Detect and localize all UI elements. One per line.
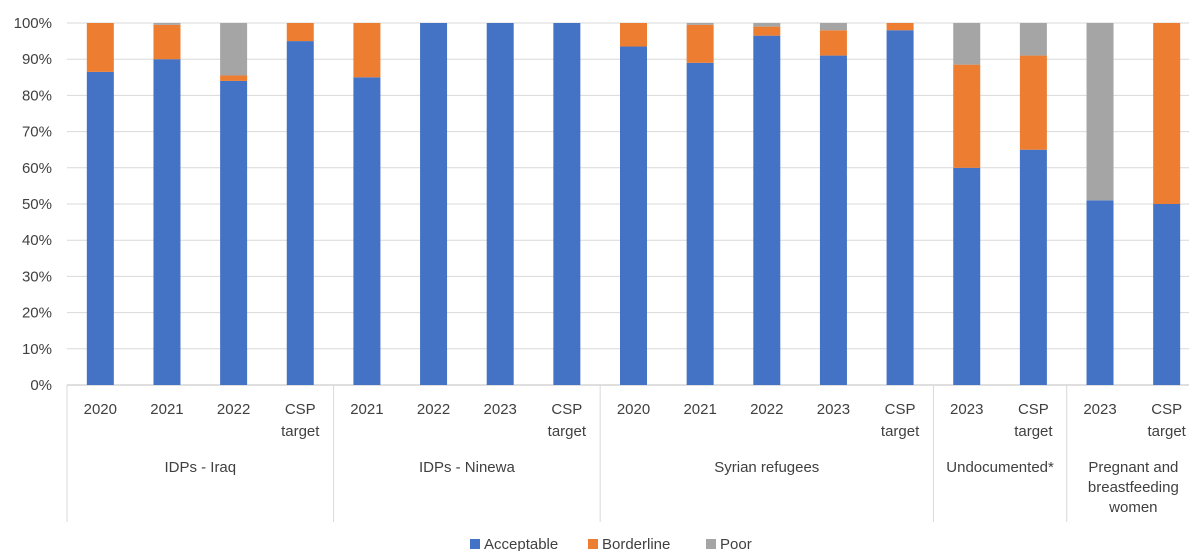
legend-swatch-poor [706, 539, 716, 549]
x-tick-label: CSP target [281, 401, 320, 440]
bar-acceptable [1019, 149, 1047, 385]
y-tick-label: 70% [22, 124, 52, 141]
bar-acceptable [153, 59, 181, 385]
y-tick-label: 90% [22, 51, 52, 68]
bar-borderline [953, 64, 981, 168]
x-tick-label: 2023 [484, 401, 517, 418]
bar-poor [753, 23, 781, 27]
bar-borderline [1153, 23, 1181, 204]
y-tick-label: 20% [22, 305, 52, 322]
legend-label-poor: Poor [720, 536, 752, 551]
y-tick-label: 10% [22, 341, 52, 358]
bar-borderline [153, 24, 181, 60]
legend-swatch-acceptable [470, 539, 480, 549]
bar-borderline [753, 26, 781, 36]
y-tick-label: 80% [22, 87, 52, 104]
bar-borderline [886, 23, 914, 31]
bar-borderline [353, 23, 381, 78]
y-tick-label: 40% [22, 232, 52, 249]
legend-label-acceptable: Acceptable [484, 536, 558, 551]
bar-poor [686, 23, 714, 25]
bar-acceptable [1153, 204, 1181, 385]
group-label: IDPs - Ninewa [419, 459, 516, 476]
group-label: Undocumented* [946, 459, 1054, 476]
bar-acceptable [953, 167, 981, 385]
legend-label-borderline: Borderline [602, 536, 670, 551]
x-tick-label: CSP target [548, 401, 587, 440]
bar-poor [819, 23, 847, 31]
bar-acceptable [420, 23, 448, 385]
x-tick-label: 2022 [217, 401, 250, 418]
legend-swatch-borderline [588, 539, 598, 549]
bar-acceptable [819, 55, 847, 386]
bar-acceptable [1086, 200, 1114, 385]
bar-acceptable [553, 23, 581, 385]
bar-acceptable [753, 35, 781, 386]
bar-borderline [686, 24, 714, 63]
y-tick-label: 50% [22, 196, 52, 213]
x-tick-label: 2021 [350, 401, 383, 418]
bar-poor [220, 23, 248, 76]
x-tick-label: 2023 [950, 401, 983, 418]
bar-borderline [620, 23, 647, 47]
x-tick-label: CSP target [1014, 401, 1053, 440]
x-tick-label: CSP target [881, 401, 920, 440]
y-tick-label: 0% [30, 377, 52, 394]
bar-acceptable [886, 30, 914, 386]
x-tick-label: CSP target [1147, 401, 1186, 440]
bar-poor [953, 23, 981, 65]
x-tick-label: 2020 [617, 401, 650, 418]
bar-borderline [1019, 55, 1047, 150]
bar-acceptable [620, 46, 647, 385]
bar-acceptable [86, 71, 114, 386]
bar-poor [153, 23, 181, 25]
x-tick-label: 2022 [417, 401, 450, 418]
bar-acceptable [353, 77, 381, 386]
x-tick-label: 2021 [150, 401, 183, 418]
bar-poor [1086, 23, 1114, 201]
bar-borderline [286, 23, 314, 42]
group-label: IDPs - Iraq [164, 459, 236, 476]
y-tick-label: 30% [22, 268, 52, 285]
bar-acceptable [286, 41, 314, 385]
bar-acceptable [686, 62, 714, 385]
bar-acceptable [220, 80, 248, 386]
x-tick-label: 2022 [750, 401, 783, 418]
group-label: Pregnant and breastfeeding women [1088, 459, 1179, 516]
y-tick-label: 60% [22, 160, 52, 177]
group-label: Syrian refugees [714, 459, 819, 476]
x-tick-label: 2020 [84, 401, 117, 418]
bar-borderline [86, 23, 114, 72]
bar-poor [1019, 23, 1047, 56]
bar-acceptable [486, 23, 514, 385]
x-tick-label: 2021 [683, 401, 716, 418]
x-tick-label: 2023 [817, 401, 850, 418]
bar-borderline [220, 75, 248, 81]
y-tick-label: 100% [14, 15, 52, 32]
bar-borderline [819, 30, 847, 56]
x-tick-label: 2023 [1083, 401, 1116, 418]
